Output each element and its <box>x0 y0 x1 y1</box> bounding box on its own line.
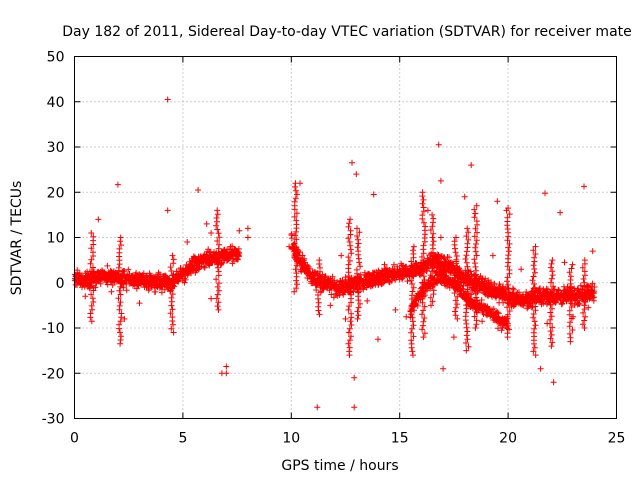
y-tick-label: 20 <box>47 185 65 201</box>
y-tick-label: 10 <box>47 231 65 247</box>
y-tick-label: 50 <box>47 50 65 66</box>
x-tick-label: 5 <box>178 431 187 447</box>
y-tick-label: 40 <box>47 95 65 111</box>
data-points <box>71 96 598 411</box>
x-tick-label: 15 <box>391 431 409 447</box>
x-tick-label: 25 <box>608 431 626 447</box>
plot-frame <box>74 56 617 419</box>
sdtvar-series-points <box>71 96 598 411</box>
tick-labels: 0 5 10 15 20 25 -30 -20 -10 0 10 20 30 40 50 <box>42 50 626 447</box>
y-tick-label: -30 <box>42 412 65 428</box>
y-tick-label: 0 <box>56 276 65 292</box>
chart-title: Day 182 of 2011, Sidereal Day-to-day VTE… <box>62 24 632 40</box>
x-tick-label: 0 <box>70 431 79 447</box>
x-axis-label: GPS time / hours <box>281 458 398 474</box>
x-tick-label: 20 <box>499 431 517 447</box>
y-tick-label: 30 <box>47 140 65 156</box>
y-tick-label: -20 <box>42 366 65 382</box>
x-tick-label: 10 <box>282 431 300 447</box>
y-axis-label: SDTVAR / TECUs <box>9 181 25 296</box>
grid-lines <box>74 56 617 419</box>
y-tick-label: -10 <box>42 321 65 337</box>
